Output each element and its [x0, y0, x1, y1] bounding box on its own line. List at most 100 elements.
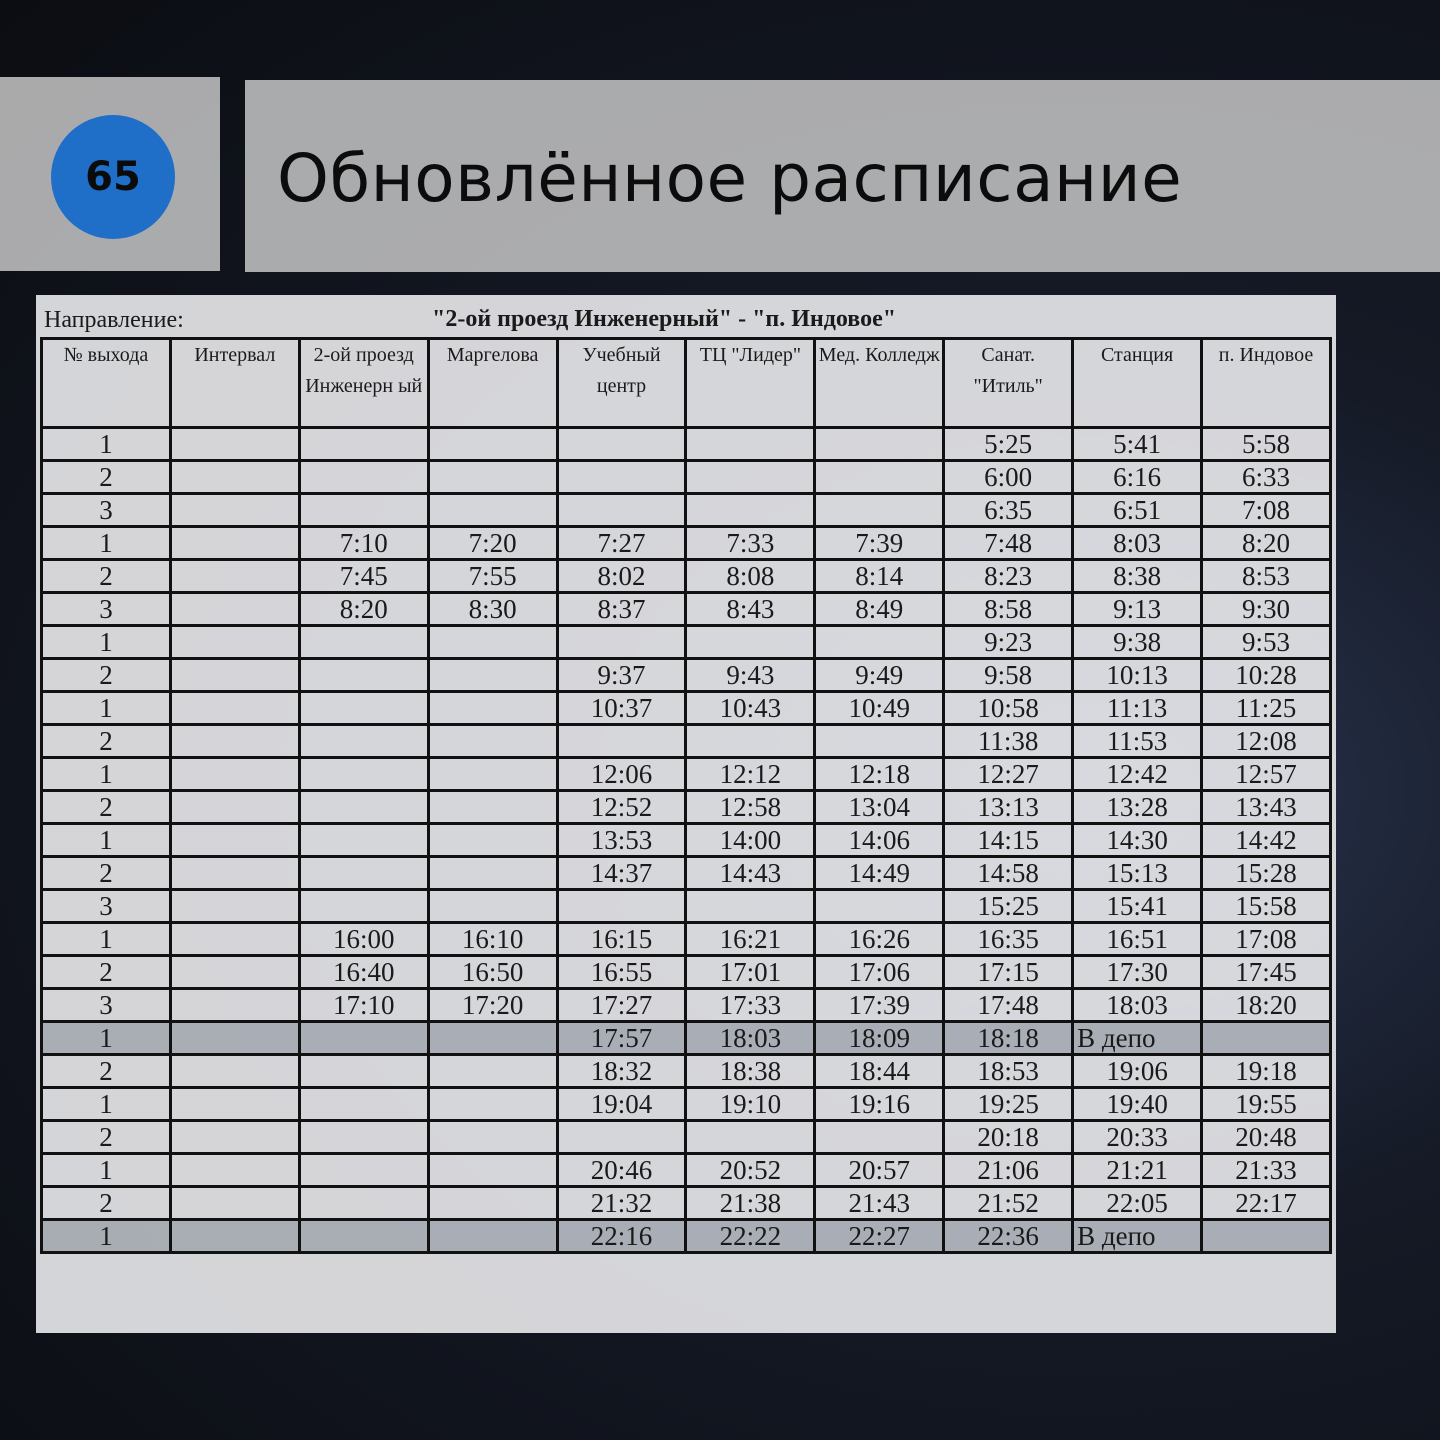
cell-interval: [168, 1053, 301, 1089]
cell-stop-station: 6:51: [1071, 492, 1204, 528]
cell-stop-lider: 14:43: [684, 855, 817, 891]
cell-stop-margelova: 16:10: [426, 921, 559, 957]
cell-stop-indovoe: 6:33: [1200, 459, 1332, 495]
cell-stop-training-center: 22:16: [555, 1218, 688, 1254]
cell-interval: [168, 1185, 301, 1221]
cell-stop-sanat-itil: 15:25: [942, 888, 1075, 924]
cell-stop-med-college: 9:49: [813, 657, 946, 693]
page-title: Обновлённое расписание: [277, 140, 1183, 217]
cell-stop-indovoe: 8:20: [1200, 525, 1332, 561]
cell-stop-2nd-inzhenerny: 7:45: [297, 558, 430, 594]
cell-stop-training-center: 7:27: [555, 525, 688, 561]
cell-exit-number: 1: [40, 1020, 172, 1056]
cell-stop-lider: 22:22: [684, 1218, 817, 1254]
table-row: 1 19:04 19:10 19:16 19:25 19:40 19:55: [40, 1086, 1332, 1122]
slide-number-badge: 65: [51, 115, 175, 239]
cell-stop-training-center: [555, 492, 688, 528]
cell-stop-margelova: 16:50: [426, 954, 559, 990]
cell-stop-indovoe: [1200, 1020, 1332, 1056]
cell-stop-lider: 19:10: [684, 1086, 817, 1122]
cell-interval: [168, 855, 301, 891]
cell-stop-sanat-itil: 11:38: [942, 723, 1075, 759]
cell-stop-sanat-itil: 18:18: [942, 1020, 1075, 1056]
cell-stop-station: 19:40: [1071, 1086, 1204, 1122]
cell-stop-lider: 7:33: [684, 525, 817, 561]
column-header-stop-2nd-inzhenerny: 2-ой проезд Инженерн ый: [297, 337, 430, 429]
cell-stop-station: 15:41: [1071, 888, 1204, 924]
cell-stop-indovoe: 9:30: [1200, 591, 1332, 627]
cell-exit-number: 1: [40, 1152, 172, 1188]
cell-interval: [168, 756, 301, 792]
cell-stop-med-college: 19:16: [813, 1086, 946, 1122]
cell-interval: [168, 921, 301, 957]
cell-stop-station: 5:41: [1071, 426, 1204, 462]
cell-stop-sanat-itil: 17:48: [942, 987, 1075, 1023]
cell-stop-lider: [684, 1119, 817, 1155]
cell-stop-station: 6:16: [1071, 459, 1204, 495]
cell-stop-2nd-inzhenerny: [297, 723, 430, 759]
cell-stop-lider: 21:38: [684, 1185, 817, 1221]
schedule-table: № выхода Интервал 2-ой проезд Инженерн ый М…: [40, 337, 1332, 1254]
table-row: 2 12:52 12:58 13:04 13:13 13:28 13:43: [40, 789, 1332, 825]
cell-stop-2nd-inzhenerny: [297, 1185, 430, 1221]
cell-exit-number: 2: [40, 657, 172, 693]
table-header-row: № выхода Интервал 2-ой проезд Инженерн ый М…: [40, 337, 1332, 429]
cell-stop-training-center: 18:32: [555, 1053, 688, 1089]
table-row: 1 12:06 12:12 12:18 12:27 12:42 12:57: [40, 756, 1332, 792]
cell-stop-sanat-itil: 19:25: [942, 1086, 1075, 1122]
cell-stop-lider: 20:52: [684, 1152, 817, 1188]
cell-stop-sanat-itil: 5:25: [942, 426, 1075, 462]
column-header-stop-margelova: Маргелова: [426, 337, 559, 429]
cell-stop-2nd-inzhenerny: 17:10: [297, 987, 430, 1023]
cell-stop-indovoe: 17:08: [1200, 921, 1332, 957]
cell-stop-training-center: [555, 1119, 688, 1155]
cell-exit-number: 2: [40, 723, 172, 759]
cell-stop-med-college: [813, 459, 946, 495]
cell-stop-indovoe: 19:55: [1200, 1086, 1332, 1122]
cell-stop-med-college: 8:49: [813, 591, 946, 627]
table-row: 1 22:16 22:22 22:27 22:36 В депо: [40, 1218, 1332, 1254]
cell-stop-training-center: [555, 459, 688, 495]
cell-stop-2nd-inzhenerny: [297, 492, 430, 528]
cell-stop-sanat-itil: 21:06: [942, 1152, 1075, 1188]
cell-stop-2nd-inzhenerny: [297, 756, 430, 792]
cell-stop-station: 14:30: [1071, 822, 1204, 858]
cell-stop-sanat-itil: 8:58: [942, 591, 1075, 627]
cell-stop-training-center: 10:37: [555, 690, 688, 726]
cell-stop-lider: [684, 426, 817, 462]
table-row: 1 17:57 18:03 18:09 18:18 В депо: [40, 1020, 1332, 1056]
cell-stop-med-college: [813, 492, 946, 528]
cell-interval: [168, 888, 301, 924]
column-header-stop-sanat-itil: Санат. "Итиль": [942, 337, 1075, 429]
cell-stop-margelova: [426, 756, 559, 792]
table-row: 3 8:20 8:30 8:37 8:43 8:49 8:58 9:13 9:30: [40, 591, 1332, 627]
cell-stop-indovoe: 11:25: [1200, 690, 1332, 726]
cell-stop-med-college: 18:09: [813, 1020, 946, 1056]
cell-stop-lider: 17:01: [684, 954, 817, 990]
cell-exit-number: 3: [40, 591, 172, 627]
cell-stop-2nd-inzhenerny: 8:20: [297, 591, 430, 627]
cell-stop-indovoe: 8:53: [1200, 558, 1332, 594]
cell-stop-med-college: 7:39: [813, 525, 946, 561]
cell-stop-2nd-inzhenerny: [297, 624, 430, 660]
cell-interval: [168, 657, 301, 693]
cell-stop-sanat-itil: 9:23: [942, 624, 1075, 660]
cell-interval: [168, 459, 301, 495]
cell-stop-med-college: [813, 1119, 946, 1155]
cell-stop-med-college: 22:27: [813, 1218, 946, 1254]
cell-stop-station: 18:03: [1071, 987, 1204, 1023]
column-header-stop-lider: ТЦ "Лидер": [684, 337, 817, 429]
cell-exit-number: 3: [40, 492, 172, 528]
cell-stop-med-college: [813, 624, 946, 660]
schedule-sheet: Направление: "2-ой проезд Инженерный" - …: [36, 295, 1336, 1333]
cell-exit-number: 2: [40, 459, 172, 495]
cell-stop-2nd-inzhenerny: [297, 789, 430, 825]
table-row: 2 16:40 16:50 16:55 17:01 17:06 17:15 17:30 17:4…: [40, 954, 1332, 990]
cell-stop-lider: [684, 624, 817, 660]
table-row: 1 7:10 7:20 7:27 7:33 7:39 7:48 8:03 8:20: [40, 525, 1332, 561]
cell-stop-indovoe: 20:48: [1200, 1119, 1332, 1155]
cell-stop-2nd-inzhenerny: 16:40: [297, 954, 430, 990]
cell-exit-number: 3: [40, 888, 172, 924]
cell-interval: [168, 1020, 301, 1056]
cell-interval: [168, 591, 301, 627]
